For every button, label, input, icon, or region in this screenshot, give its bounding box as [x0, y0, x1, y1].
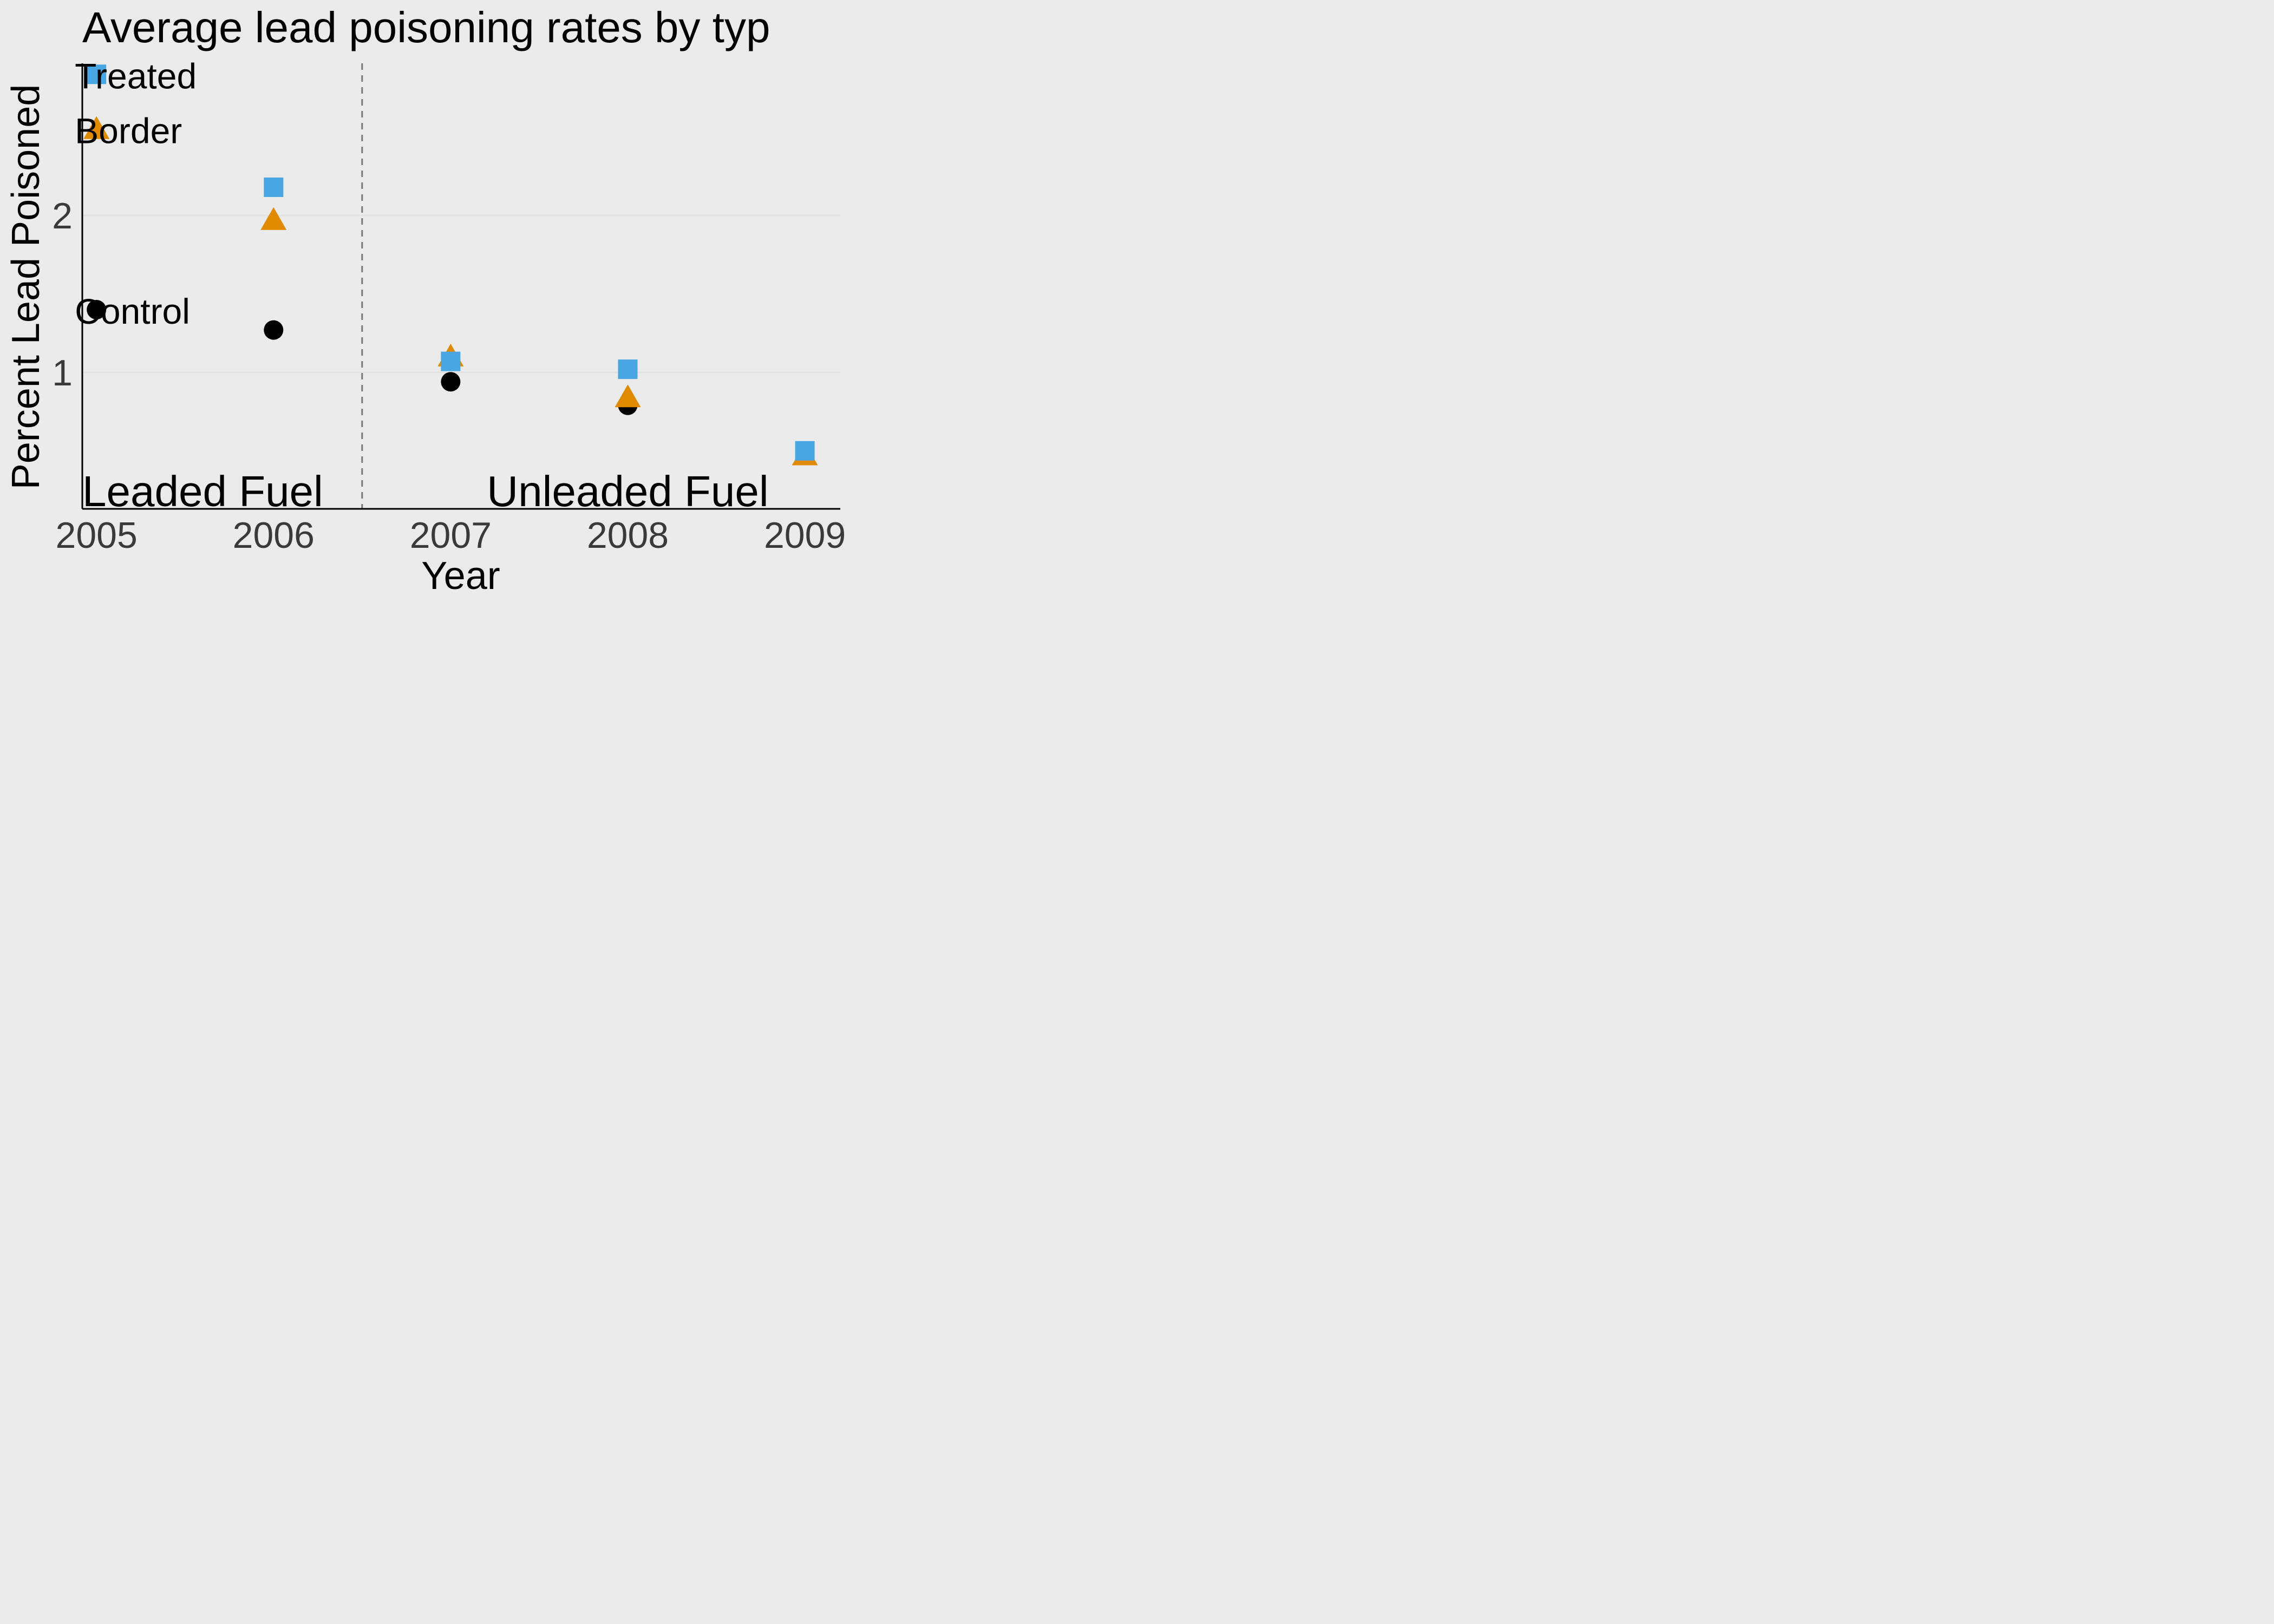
point-treated-2006 [264, 177, 284, 197]
x-axis-ticks: 2005 2006 2007 2008 2009 [56, 515, 846, 556]
series-key-border [83, 116, 110, 139]
point-treated-2009 [795, 441, 815, 461]
axes [81, 63, 840, 510]
point-treated-2007 [441, 351, 461, 371]
y-axis-label: Percent Lead Poisoned [4, 84, 48, 490]
series-label-control: Control [75, 291, 190, 331]
x-tick-label-2006: 2006 [233, 515, 315, 556]
series-labels: Treated Border Control [75, 56, 197, 331]
y-tick-label-1: 1 [52, 352, 73, 394]
series-key-treated [87, 64, 107, 84]
region-labels: Leaded Fuel Unleaded Fuel [82, 467, 769, 515]
x-tick-label-2005: 2005 [56, 515, 138, 556]
region-label-unleaded-fuel: Unleaded Fuel [487, 467, 768, 515]
data-points [260, 177, 818, 466]
series-key-control [87, 299, 107, 319]
point-border-2006 [260, 207, 287, 230]
x-tick-label-2009: 2009 [764, 515, 846, 556]
point-control-2006 [264, 320, 284, 340]
series-label-treated: Treated [75, 56, 197, 96]
chart: Leaded Fuel Unleaded Fuel Treated Border Co… [0, 0, 849, 606]
x-tick-label-2008: 2008 [587, 515, 669, 556]
chart-background [0, 0, 849, 606]
y-axis-ticks: 12 [52, 195, 73, 394]
point-border-2008 [615, 384, 641, 408]
x-tick-label-2007: 2007 [410, 515, 492, 556]
grid-lines [82, 214, 840, 374]
point-control-2007 [441, 372, 461, 392]
point-treated-2008 [618, 359, 638, 379]
chart-title: Average lead poisoning rates by typ [82, 3, 770, 51]
x-axis-label: Year [421, 554, 500, 598]
region-label-leaded-fuel: Leaded Fuel [82, 467, 323, 515]
series-label-border: Border [75, 111, 182, 151]
y-tick-label-2: 2 [52, 195, 73, 237]
